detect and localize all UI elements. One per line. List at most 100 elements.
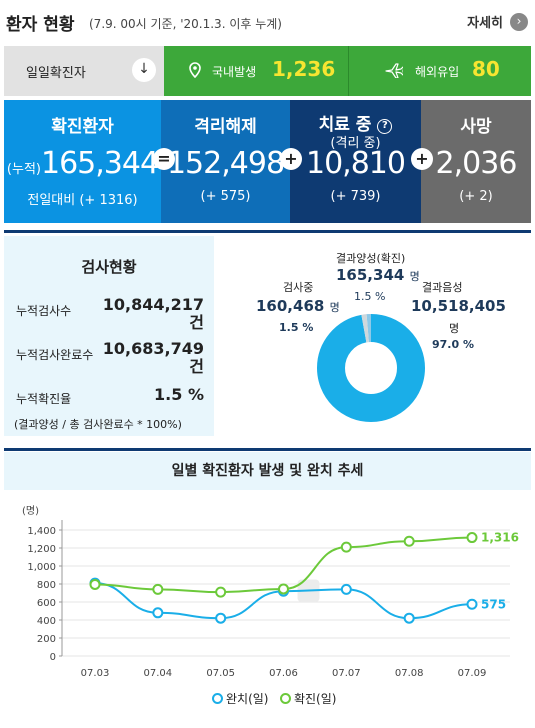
data-point <box>466 532 478 544</box>
y-tick-label: 1,000 <box>27 562 56 573</box>
confirmed-value-line: (누적)165,344 <box>4 146 161 181</box>
test-status-title: 검사현황 <box>81 258 137 276</box>
legend-confirmed-label: 확진(일) <box>293 692 337 706</box>
deaths-box: 사망 2,036 (+ 2) <box>421 100 531 223</box>
daily-confirmed-label-box[interactable]: 일일확진자 ↓ <box>4 46 164 96</box>
line-chart: (명) 0 200 400 600 800 1,000 1,200 1,400 07.03 07.0… <box>22 505 519 679</box>
y-axis-label: (명) <box>22 505 39 517</box>
treatment-title-line: 치료 중 ? <box>290 110 421 135</box>
x-tick-label: 07.04 <box>144 668 173 679</box>
donut-chart <box>317 314 425 422</box>
data-point <box>215 586 227 598</box>
donut-negative-value: 10,518,405 <box>411 297 506 315</box>
page-title: 환자 현황 <box>6 15 75 35</box>
confirmed-title: 확진환자 <box>51 117 114 137</box>
released-change: (+ 575) <box>200 189 251 204</box>
page-subtitle: (7.9. 00시 기준, '20.1.3. 이후 누계) <box>89 17 282 31</box>
x-tick-label: 07.05 <box>206 668 235 679</box>
data-point <box>403 535 415 547</box>
more-link[interactable]: 자세히 <box>467 16 503 31</box>
test-completed-value: 10,683,749 <box>102 339 204 358</box>
test-row-value: 10,844,217 건 <box>103 296 204 332</box>
positive-count: 165,344 <box>336 266 405 284</box>
test-row-value: 10,683,749 건 <box>103 340 204 376</box>
daily-confirmed-label: 일일확진자 <box>26 66 86 81</box>
test-row-label: 누적검사수 <box>16 304 72 318</box>
donut-negative-pct: 97.0 % <box>432 338 474 351</box>
test-row-label: 누적검사완료수 <box>16 348 94 362</box>
treatment-box: 치료 중 ? (격리 중) 10,810 (+ 739) <box>290 100 421 223</box>
plus-operator-2: + <box>411 148 433 170</box>
overseas-label: 해외유입 <box>415 65 460 79</box>
released-title: 격리해제 <box>194 117 257 137</box>
data-point <box>215 612 227 624</box>
domestic-cases-box: 국내발생 1,236 <box>164 46 349 96</box>
y-tick-label: 1,400 <box>27 526 56 537</box>
overseas-value: 80 <box>472 57 500 81</box>
x-tick-label: 07.06 <box>269 668 298 679</box>
test-completed-unit: 건 <box>189 357 204 376</box>
chevron-right-icon[interactable]: › <box>510 13 528 31</box>
x-tick-label: 07.07 <box>332 668 361 679</box>
legend-cured-marker <box>212 693 223 704</box>
released-value: 152,498 <box>166 146 285 181</box>
treatment-title: 치료 중 <box>318 115 372 135</box>
overseas-cases-box: 해외유입 80 <box>349 46 531 96</box>
equals-operator: = <box>153 148 175 170</box>
donut-positive-slice <box>317 314 425 422</box>
donut-negative-unit: 명 <box>449 322 460 335</box>
page-header: 환자 현황 (7.9. 00시 기준, '20.1.3. 이후 누계) 자세히 … <box>0 0 535 46</box>
deaths-title: 사망 <box>460 117 492 137</box>
location-pin-icon <box>188 62 202 82</box>
data-point <box>403 612 415 624</box>
data-point <box>340 583 352 595</box>
y-tick-label: 200 <box>37 634 56 645</box>
y-tick-label: 1,200 <box>27 544 56 555</box>
test-total-unit: 건 <box>189 313 204 332</box>
plus-operator-1: + <box>280 148 302 170</box>
treatment-value: 10,810 <box>306 146 406 181</box>
data-point <box>466 598 478 610</box>
y-tick-label: 600 <box>37 598 56 609</box>
airplane-icon <box>385 62 405 82</box>
released-box: 격리해제 152,498 (+ 575) <box>161 100 290 223</box>
positive-rate-note: (결과양성 / 총 검사완료수 * 100%) <box>14 418 182 431</box>
help-icon[interactable]: ? <box>377 119 393 134</box>
domestic-value: 1,236 <box>272 57 336 81</box>
x-tick-label: 07.03 <box>81 668 110 679</box>
donut-testing-label: 검사중 <box>283 281 314 294</box>
donut-negative-label: 결과음성 <box>422 281 463 294</box>
domestic-label: 국내발생 <box>212 65 257 79</box>
confirmed-box: 확진환자 (누적)165,344 전일대비 (+ 1316) <box>4 100 161 223</box>
confirmed-change: 전일대비 (+ 1316) <box>27 193 138 208</box>
arrow-down-icon[interactable]: ↓ <box>132 58 156 82</box>
treatment-change: (+ 739) <box>330 189 381 204</box>
confirmed-value: 165,344 <box>41 146 159 181</box>
donut-positive-value: 165,344 명 <box>336 266 420 284</box>
x-tick-label: 07.09 <box>458 668 487 679</box>
legend-confirmed-marker <box>279 693 291 704</box>
positive-rate-value: 1.5 % <box>154 385 204 404</box>
end-value-label: 1,316 <box>481 531 519 545</box>
data-point <box>89 578 101 590</box>
y-tick-label: 0 <box>50 652 56 663</box>
donut-testing-pct: 1.5 % <box>279 321 314 334</box>
chart-title: 일별 확진환자 발생 및 완치 추세 <box>4 452 531 490</box>
data-point <box>152 583 164 595</box>
donut-positive-pct: 1.5 % <box>354 290 386 303</box>
deaths-value: 2,036 <box>435 146 518 181</box>
test-status-panel: 검사현황 누적검사수 10,844,217 건 누적검사완료수 10,683,74… <box>4 236 214 436</box>
y-tick-label: 400 <box>37 616 56 627</box>
testing-unit: 명 <box>329 301 340 314</box>
donut-testing-value: 160,468 명 <box>256 297 340 315</box>
test-row-label: 누적확진율 <box>16 392 72 406</box>
donut-positive-label: 결과양성(확진) <box>336 252 406 265</box>
treatment-subtitle: (격리 중) <box>330 136 381 151</box>
data-point <box>152 607 164 619</box>
confirmed-prefix: (누적) <box>6 162 41 177</box>
y-tick-label: 800 <box>37 580 56 591</box>
x-tick-label: 07.08 <box>395 668 424 679</box>
legend-cured-label: 완치(일) <box>226 692 269 706</box>
testing-count: 160,468 <box>256 297 325 315</box>
chart-legend: 완치(일) 확진(일) <box>212 690 336 707</box>
